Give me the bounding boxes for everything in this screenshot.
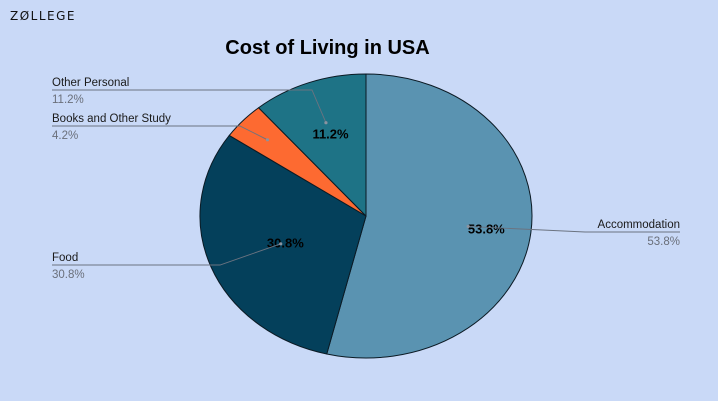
- pie-slice-other-personal: [257, 73, 367, 218]
- chart-title: Cost of Living in USA: [225, 37, 430, 59]
- pie-slice-food: [199, 134, 367, 355]
- callout-line-food: [52, 243, 281, 266]
- callout-name-food: Food: [52, 252, 78, 264]
- callout-dot-food: [279, 242, 283, 246]
- callout-percent-food: 30.8%: [52, 269, 85, 281]
- slice-value-label-other-personal: 11.2%: [312, 126, 349, 141]
- zollege-logo: ZØLLEGE: [10, 9, 76, 23]
- callout-dot-books-and-other-study: [265, 138, 270, 142]
- callout-name-other-personal: Other Personal: [52, 77, 129, 89]
- pie-slice-accommodation: [326, 73, 533, 359]
- callout-line-other-personal: [52, 89, 327, 123]
- callout-percent-other-personal: 11.2%: [52, 94, 84, 106]
- callout-dot-other-personal: [324, 121, 328, 125]
- callout-line-books-and-other-study: [52, 125, 268, 141]
- slice-value-label-food: 30.8%: [267, 235, 304, 250]
- callout-line-accommodation: [468, 226, 680, 233]
- callout-percent-accommodation: 53.8%: [647, 236, 680, 248]
- callout-percent-books-and-other-study: 4.2%: [52, 130, 78, 142]
- callout-name-accommodation: Accommodation: [598, 219, 680, 231]
- callout-dot-accommodation: [466, 224, 470, 229]
- slice-value-label-accommodation: 53.8%: [468, 221, 505, 236]
- callout-name-books-and-other-study: Books and Other Study: [52, 113, 171, 125]
